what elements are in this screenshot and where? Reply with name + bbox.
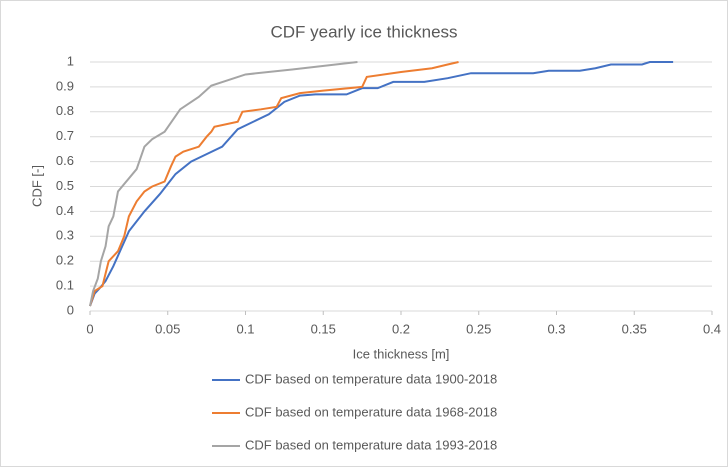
x-tick-label: 0.3 — [547, 321, 565, 336]
legend-label: CDF based on temperature data 1993-2018 — [245, 437, 497, 452]
x-tick-label: 0.05 — [155, 321, 180, 336]
series-line — [89, 61, 459, 307]
y-tick-label: 0.7 — [56, 128, 74, 143]
series-line — [89, 61, 358, 307]
y-tick-label: 0.4 — [56, 203, 74, 218]
series-line — [89, 61, 674, 307]
y-tick-label: 1 — [67, 53, 74, 68]
x-tick-label: 0.35 — [622, 321, 647, 336]
x-tick-label: 0.15 — [311, 321, 336, 336]
x-axis-label: Ice thickness [m] — [353, 346, 450, 361]
x-tick-label: 0.25 — [466, 321, 491, 336]
chart-title: CDF yearly ice thickness — [270, 22, 457, 41]
y-tick-label: 0.9 — [56, 78, 74, 93]
legend-label: CDF based on temperature data 1968-2018 — [245, 404, 497, 419]
y-tick-label: 0.8 — [56, 103, 74, 118]
legend-label: CDF based on temperature data 1900-2018 — [245, 371, 497, 386]
x-tick-label: 0.1 — [236, 321, 254, 336]
y-axis-label: CDF [-] — [29, 165, 44, 207]
x-tick-label: 0.4 — [703, 321, 721, 336]
x-tick-label: 0.2 — [392, 321, 410, 336]
y-tick-label: 0.6 — [56, 153, 74, 168]
y-tick-label: 0.5 — [56, 178, 74, 193]
y-tick-label: 0 — [67, 302, 74, 317]
y-tick-label: 0.3 — [56, 228, 74, 243]
y-tick-label: 0.1 — [56, 278, 74, 293]
x-tick-label: 0 — [86, 321, 93, 336]
y-tick-label: 0.2 — [56, 253, 74, 268]
